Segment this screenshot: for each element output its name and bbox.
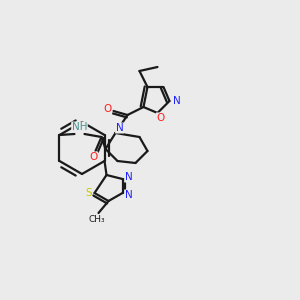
Text: N: N	[124, 172, 132, 182]
Text: NH: NH	[72, 122, 87, 132]
Text: N: N	[124, 190, 132, 200]
Text: O: O	[103, 104, 112, 114]
Text: S: S	[85, 188, 92, 198]
Text: O: O	[156, 113, 165, 123]
Text: N: N	[172, 96, 180, 106]
Text: CH₃: CH₃	[88, 215, 105, 224]
Text: N: N	[116, 123, 123, 133]
Text: O: O	[89, 152, 98, 162]
